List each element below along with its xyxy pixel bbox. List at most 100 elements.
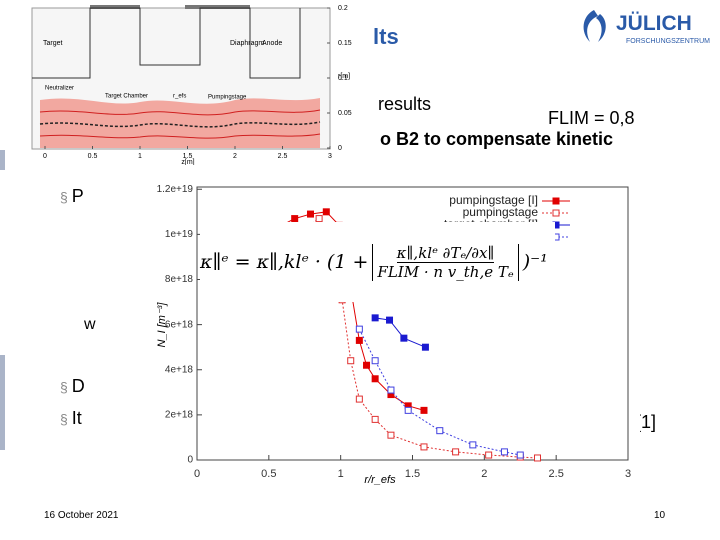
y-tick-label: 0.2 <box>338 5 348 12</box>
x-tick-label: 2.5 <box>278 153 288 160</box>
series-line <box>358 328 521 456</box>
y-tick-label: 0.05 <box>338 110 352 117</box>
region-label: Pumpingstage <box>208 95 247 101</box>
data-point <box>387 386 395 394</box>
y-tick-label: 0.1 <box>338 75 348 82</box>
data-point <box>469 441 477 449</box>
series-line <box>375 317 426 348</box>
y-tick-label: 0.15 <box>338 40 352 47</box>
data-point <box>371 314 379 322</box>
x-tick-label: 2 <box>233 153 237 160</box>
y-tick-label: 2e+18 <box>165 410 194 421</box>
x-tick-label: 3 <box>328 153 332 160</box>
y-tick-label: 8e+18 <box>165 274 194 285</box>
data-point <box>485 451 493 459</box>
bullet: w <box>84 316 96 334</box>
data-point <box>371 415 379 423</box>
data-point <box>420 443 428 451</box>
reference: [1] <box>636 412 657 432</box>
side-bar <box>0 150 5 170</box>
data-point <box>371 375 379 383</box>
region-label: r_efs <box>173 94 186 100</box>
region-label: Anode <box>262 40 282 47</box>
formula-denominator: FLIM · n v_th,e Tₑ <box>377 262 514 281</box>
bullet-text: w <box>84 316 96 333</box>
data-point <box>404 406 412 414</box>
data-point <box>387 431 395 439</box>
text-line: results <box>378 94 432 114</box>
separatrix <box>39 121 321 128</box>
x-tick-label: 0 <box>43 153 47 160</box>
title: lts <box>373 24 399 49</box>
legend-marker <box>552 209 560 217</box>
y-axis-label: N_I [m⁻³] <box>156 302 168 348</box>
x-axis-label: z[m] <box>181 159 194 165</box>
x-tick-label: 3 <box>625 468 631 480</box>
x-axis-label: r/r_efs <box>364 474 396 486</box>
y-tick-label: 1.2e+19 <box>157 184 194 195</box>
y-tick-label: 6e+18 <box>165 319 194 330</box>
data-point <box>452 448 460 456</box>
data-point <box>400 334 408 342</box>
data-point <box>363 361 371 369</box>
data-point <box>291 215 299 223</box>
data-point <box>371 357 379 365</box>
data-point <box>315 215 323 223</box>
logo: JÜLICH <box>616 12 692 35</box>
footer-date: 16 October 2021 <box>44 510 119 521</box>
x-tick-label: 0.5 <box>261 468 276 480</box>
vessel-outline <box>32 7 301 79</box>
x-tick-label: 1 <box>338 468 344 480</box>
region-label: Target <box>43 40 63 47</box>
side-bar <box>0 355 5 450</box>
logo-mark <box>583 10 606 42</box>
region-label: Target Chamber <box>105 94 148 100</box>
data-point <box>420 406 428 414</box>
data-point <box>355 325 363 333</box>
data-point <box>500 448 508 456</box>
wall <box>90 5 140 9</box>
text-line: o B2 to compensate kinetic <box>380 129 614 149</box>
legend-label: pumpingstage <box>463 205 539 219</box>
bullet-text: It <box>71 408 82 428</box>
formula-numerator: κ∥,klᵉ ∂Tₑ/∂x∥ <box>396 243 495 263</box>
x-tick-label: 1.5 <box>183 153 193 160</box>
data-point <box>322 208 330 216</box>
x-tick-label: 1 <box>138 153 142 160</box>
x-tick-label: 1.5 <box>405 468 420 480</box>
x-tick-label: 2 <box>481 468 487 480</box>
data-point <box>516 451 524 459</box>
formula-lhs: κ∥ᵉ = κ∥,klᵉ · (1 + <box>200 251 369 273</box>
bullet-text: P <box>71 186 84 206</box>
data-point <box>436 427 444 435</box>
bullet: § D <box>60 376 85 396</box>
data-point <box>355 336 363 344</box>
y-tick-label: 1e+19 <box>165 229 194 240</box>
y-tick-label: 0 <box>338 145 342 152</box>
data-point <box>347 357 355 365</box>
x-tick-label: 0 <box>194 468 200 480</box>
formula: κ∥ᵉ = κ∥,klᵉ · (1 + κ∥,klᵉ ∂Tₑ/∂x∥ FLIM … <box>200 222 555 302</box>
formula-fraction: κ∥,klᵉ ∂Tₑ/∂x∥ FLIM · n v_th,e Tₑ <box>372 243 519 281</box>
region-label: Neutralizer <box>45 86 74 92</box>
legend-label: pumpingstage [I] <box>449 193 538 207</box>
page-number: 10 <box>654 510 666 521</box>
flux-line <box>39 109 321 116</box>
y-tick-label: 4e+18 <box>165 364 194 375</box>
wall <box>185 5 250 9</box>
y-axis-label: r[m] <box>338 73 350 80</box>
x-tick-label: 2.5 <box>549 468 564 480</box>
data-point <box>386 316 394 324</box>
flux-line <box>39 133 321 139</box>
logo-sub: FORSCHUNGSZENTRUM <box>626 38 710 45</box>
x-tick-label: 0.5 <box>88 153 98 160</box>
data-point <box>355 395 363 403</box>
data-point <box>421 343 429 351</box>
y-tick-label: 0 <box>187 455 193 466</box>
bullet-text: D <box>71 376 85 396</box>
bullet: § It <box>60 408 82 428</box>
region-label: Diaphragm <box>230 40 264 47</box>
data-point <box>533 454 541 462</box>
